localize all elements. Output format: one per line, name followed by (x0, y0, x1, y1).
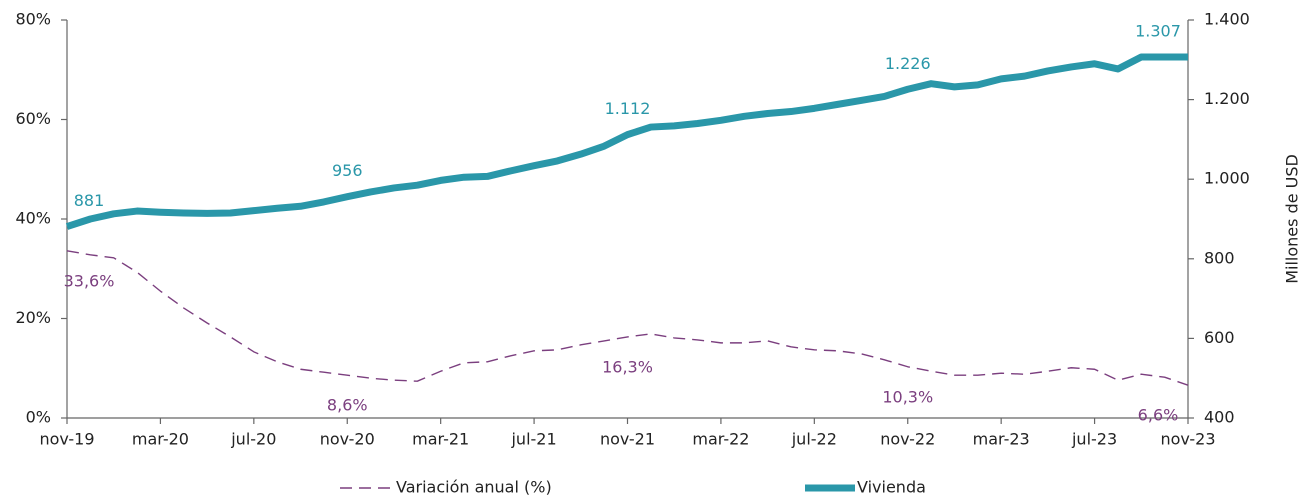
y-tick-label: 80% (15, 10, 51, 29)
x-tick-label: mar-20 (132, 430, 189, 449)
data-label: 881 (74, 191, 105, 210)
data-label: 1.112 (605, 99, 651, 118)
x-tick-label: jul-22 (791, 430, 837, 449)
data-label: 1.226 (885, 54, 931, 73)
y2-tick-label: 800 (1204, 248, 1235, 267)
data-label: 10,3% (882, 387, 933, 406)
y2-tick-label: 1.400 (1204, 10, 1250, 29)
data-label: 956 (332, 161, 363, 180)
x-tick-label: jul-23 (1071, 430, 1117, 449)
y2-tick-label: 400 (1204, 408, 1235, 427)
y2-tick-label: 1.000 (1204, 169, 1250, 188)
data-label: 16,3% (602, 357, 653, 376)
y-tick-label: 60% (15, 109, 51, 128)
x-tick-label: mar-23 (973, 430, 1030, 449)
x-tick-label: nov-22 (880, 430, 935, 449)
y2-axis-label: Millones de USD (1283, 154, 1302, 284)
y-tick-label: 0% (26, 408, 51, 427)
line-series (65, 53, 1188, 230)
line-series (66, 250, 1189, 386)
y-tick-label: 40% (15, 209, 51, 228)
legend-label: Variación anual (%) (396, 478, 552, 497)
y2-tick-label: 1.200 (1204, 89, 1250, 108)
x-tick-label: jul-20 (230, 430, 276, 449)
x-tick-label: nov-19 (39, 430, 94, 449)
data-label: 6,6% (1138, 406, 1179, 425)
x-tick-label: jul-21 (510, 430, 556, 449)
x-tick-label: mar-22 (692, 430, 749, 449)
x-tick-label: mar-21 (412, 430, 469, 449)
data-label: 33,6% (64, 271, 115, 290)
x-tick-label: nov-21 (600, 430, 655, 449)
legend-label: Vivienda (857, 478, 926, 497)
y-tick-label: 20% (15, 308, 51, 327)
y2-tick-label: 600 (1204, 328, 1235, 347)
data-label: 1.307 (1135, 22, 1181, 41)
x-tick-label: nov-20 (320, 430, 375, 449)
x-tick-label: nov-23 (1160, 430, 1215, 449)
data-label: 8,6% (327, 396, 368, 415)
